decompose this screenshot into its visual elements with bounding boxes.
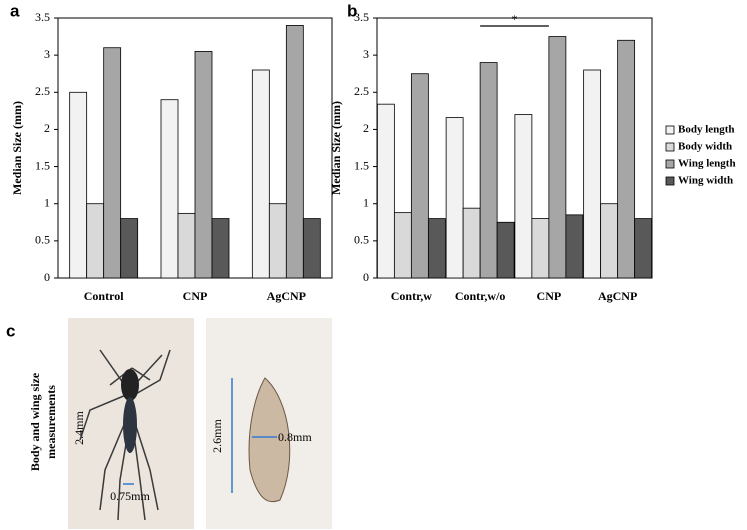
- legend-label: Wing width: [678, 175, 733, 187]
- x-tick-label: Contr,w/o: [455, 289, 506, 303]
- abdomen: [123, 397, 137, 453]
- y-tick-label: 2: [363, 121, 369, 135]
- measure-label: 0.8mm: [278, 430, 312, 444]
- bar: [427, 218, 446, 279]
- bar: [268, 203, 287, 279]
- bar: [410, 73, 429, 279]
- x-tick-label: Control: [84, 289, 124, 303]
- y-axis-label: Median Size (mm): [10, 101, 24, 195]
- measure-label: 2.4mm: [72, 411, 86, 445]
- x-tick-label: CNP: [537, 289, 562, 303]
- y-tick-label: 3.5: [35, 10, 50, 24]
- x-tick-label: Contr,w: [391, 289, 433, 303]
- bar: [531, 218, 550, 279]
- significance-label: *: [512, 12, 518, 26]
- bar: [69, 91, 88, 279]
- legend-label: Body width: [678, 141, 732, 153]
- caption: measurements: [44, 385, 58, 459]
- bar: [211, 218, 230, 279]
- y-tick-label: 0: [363, 270, 369, 284]
- wing: [248, 377, 291, 503]
- measure-label: 2.6mm: [210, 419, 224, 453]
- bar: [600, 203, 619, 279]
- mosquito: [79, 349, 171, 521]
- y-tick-label: 1.5: [354, 158, 369, 172]
- y-tick-label: 1: [44, 195, 50, 209]
- bar: [103, 47, 122, 279]
- bar: [583, 69, 602, 279]
- bar: [393, 212, 412, 279]
- y-tick-label: 3: [44, 47, 50, 61]
- caption: Body and wing size: [28, 372, 42, 471]
- thorax: [121, 369, 139, 401]
- bar: [376, 103, 395, 279]
- panel-c: c Body and wing size measurements 2.4mm …: [6, 318, 332, 529]
- bar: [548, 36, 567, 279]
- y-tick-label: 3.5: [354, 10, 369, 24]
- bar: [462, 207, 481, 279]
- x-tick-label: AgCNP: [598, 289, 637, 303]
- legend-swatch: [665, 176, 675, 186]
- bar: [251, 69, 270, 279]
- bar: [565, 214, 584, 279]
- bar: [177, 212, 196, 279]
- bar: [160, 99, 179, 279]
- panel-label: c: [6, 321, 15, 340]
- y-tick-label: 1.5: [35, 158, 50, 172]
- bar: [634, 218, 653, 279]
- y-tick-label: 2: [44, 121, 50, 135]
- legend-swatch: [665, 142, 675, 152]
- y-tick-label: 0: [44, 270, 50, 284]
- bar: [194, 51, 213, 279]
- bar: [479, 62, 498, 279]
- legend-label: Body length: [678, 124, 735, 136]
- x-tick-label: CNP: [183, 289, 208, 303]
- y-tick-label: 0.5: [35, 233, 50, 247]
- bar: [445, 117, 464, 279]
- legend-swatch: [665, 159, 675, 169]
- panel-label: a: [10, 1, 20, 20]
- bar: [617, 39, 636, 279]
- panel-label: b: [347, 1, 357, 20]
- y-tick-label: 2.5: [35, 84, 50, 98]
- y-tick-label: 3: [363, 47, 369, 61]
- y-tick-label: 0.5: [354, 233, 369, 247]
- bar: [496, 221, 515, 279]
- y-tick-label: 2.5: [354, 84, 369, 98]
- legend-label: Wing length: [678, 158, 736, 170]
- bar: [120, 218, 139, 279]
- bar: [514, 114, 533, 279]
- bar: [86, 203, 105, 279]
- measure-label: 0.75mm: [110, 489, 150, 503]
- y-tick-label: 1: [363, 195, 369, 209]
- bar: [285, 25, 304, 279]
- y-axis-label: Median Size (mm): [329, 101, 343, 195]
- legend-swatch: [665, 125, 675, 135]
- bar: [302, 218, 321, 279]
- x-tick-label: AgCNP: [267, 289, 306, 303]
